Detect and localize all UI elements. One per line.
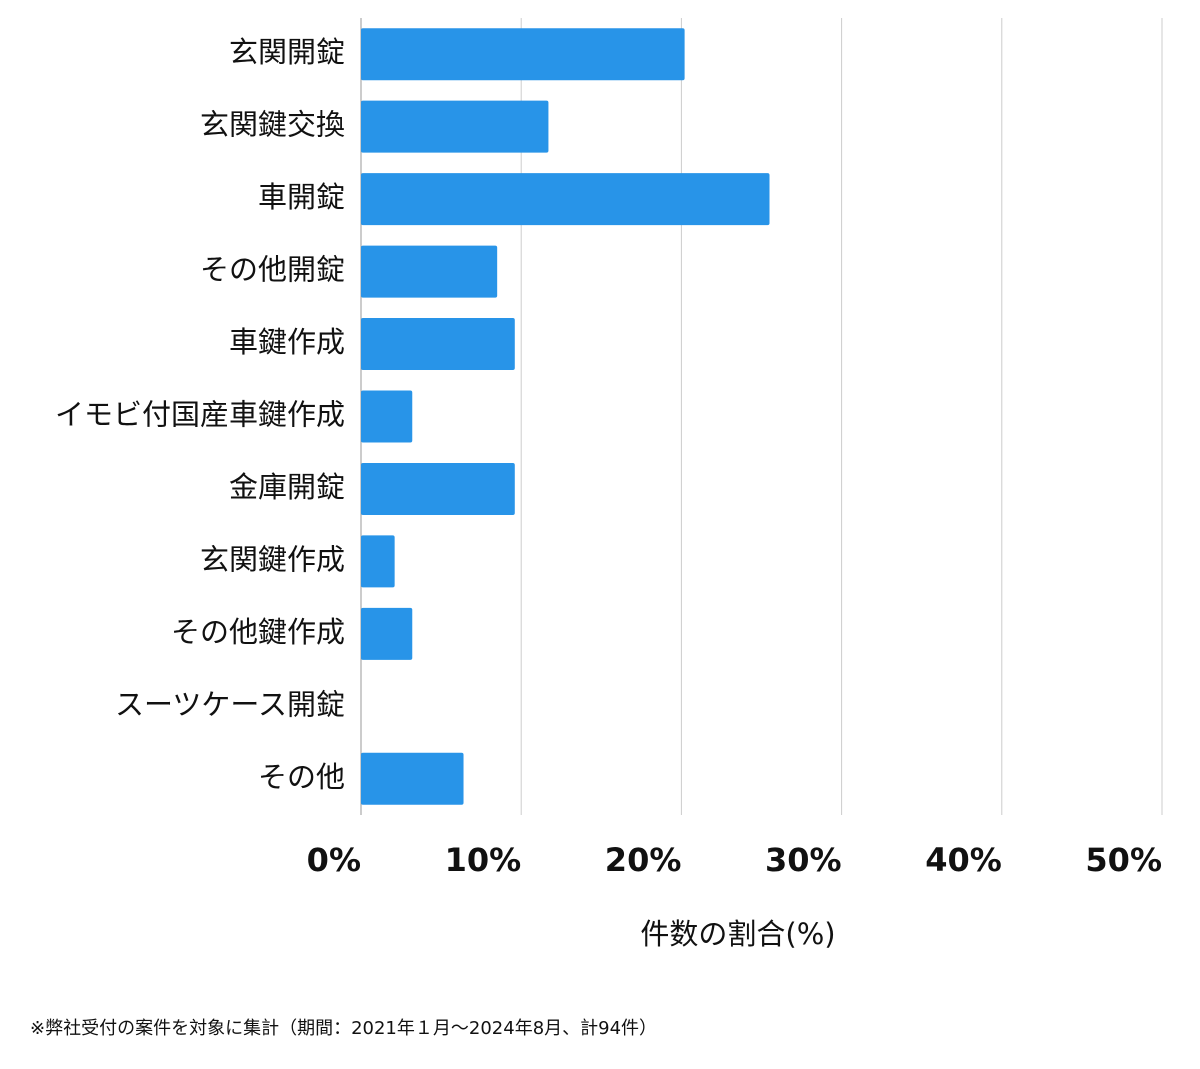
bar [361,390,413,443]
bar [361,173,770,226]
y-tick-label: 玄関鍵交換 [200,108,345,142]
x-tick-label: 40% [925,841,1002,879]
x-axis-label: 件数の割合(%) [640,917,835,951]
x-tick-label: 20% [605,841,682,879]
y-tick-label: 金庫開錠 [229,470,345,504]
bar [361,535,395,588]
y-tick-label: スーツケース開錠 [115,687,345,721]
y-tick-label: 玄関開錠 [229,35,345,69]
bar [361,245,498,298]
y-tick-label: その他開錠 [200,253,345,287]
bar [361,607,413,660]
x-tick-label: 0% [307,841,361,879]
x-tick-label: 50% [1085,841,1162,879]
footnote: ※弊社受付の案件を対象に集計（期間：2021年１月〜2024年8月、計94件） [30,1018,657,1039]
x-tick-label: 30% [765,841,842,879]
bar [361,28,685,81]
y-tick-label: イモビ付国産車鍵作成 [55,398,345,432]
y-tick-label: 車開錠 [258,180,345,214]
bar [361,752,464,805]
y-tick-label: 玄関鍵作成 [200,542,345,576]
y-tick-label: その他鍵作成 [171,615,345,649]
y-tick-label: 車鍵作成 [229,325,345,359]
y-tick-label: その他 [258,760,345,794]
bar [361,462,515,515]
bar [361,100,549,153]
x-tick-label: 10% [445,841,522,879]
bar [361,318,515,371]
